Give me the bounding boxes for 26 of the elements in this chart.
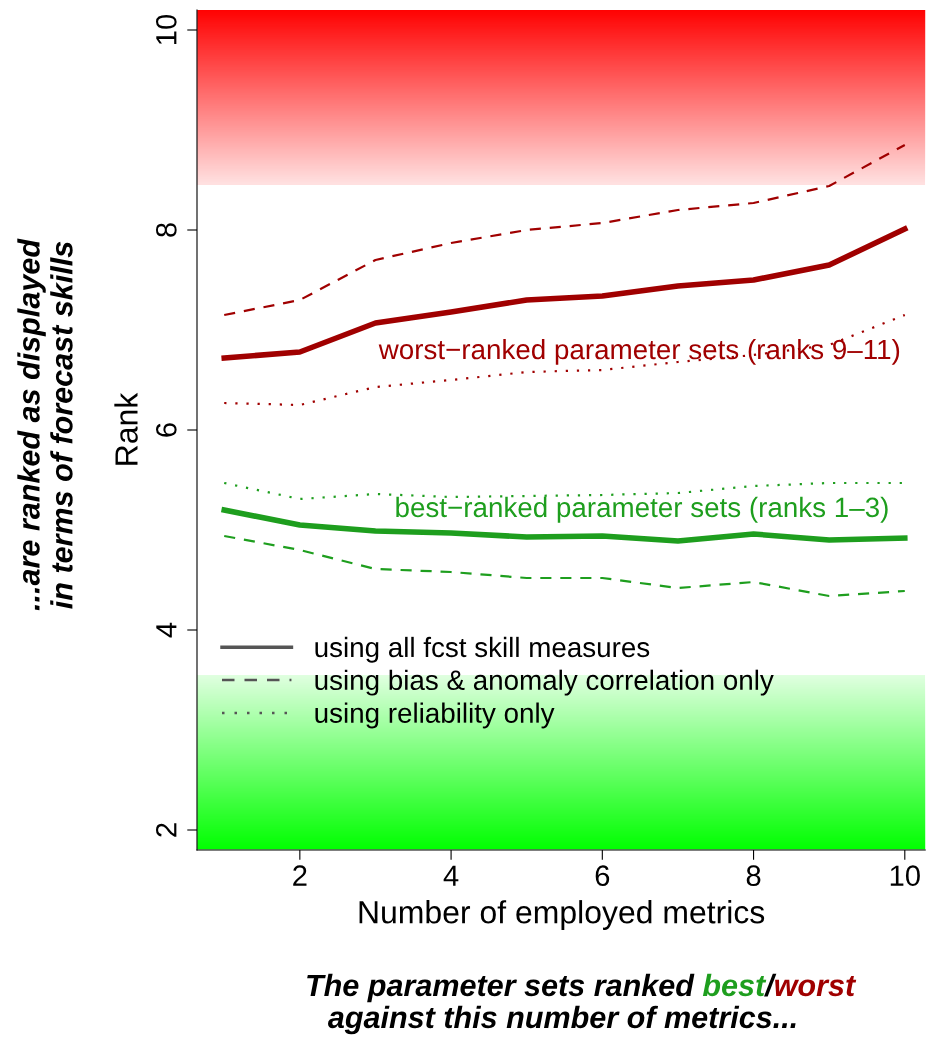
y-tick-label: 2 <box>156 823 177 837</box>
text: ...are ranked as displayed in terms of forecast skills <box>17 238 73 611</box>
x-tick-label: 6 <box>595 865 610 887</box>
annotation: worst−ranked parameter sets (ranks 9–11) <box>378 338 900 365</box>
x-tick-label: 8 <box>746 865 761 887</box>
x-tick-label: 4 <box>443 865 459 886</box>
text: / <box>764 973 777 997</box>
x-tick-label: 2 <box>293 865 307 886</box>
line-series <box>223 534 906 598</box>
text: worst <box>775 975 857 997</box>
legend-label: using reliability only <box>315 702 555 729</box>
text: against this number of metrics... <box>328 1005 796 1035</box>
x-axis-title: Number of employed metrics <box>359 900 765 930</box>
y-tick-label: 10 <box>156 14 177 44</box>
line-series <box>223 313 906 407</box>
y-tick-label: 4 <box>156 622 177 638</box>
text: best <box>702 973 767 997</box>
legend-label: using all fcst skill measures <box>315 636 650 663</box>
legend-label: using bias & anomaly correlation only <box>315 669 774 696</box>
annotation: best−ranked parameter sets (ranks 1–3) <box>396 496 888 523</box>
text: The parameter sets ranked <box>307 973 695 1003</box>
y-tick-label: 8 <box>156 223 177 237</box>
y-tick-label: 6 <box>156 423 177 437</box>
y-axis-title: Rank <box>114 392 138 465</box>
x-tick-label: 10 <box>890 865 920 887</box>
line-series <box>223 143 906 317</box>
